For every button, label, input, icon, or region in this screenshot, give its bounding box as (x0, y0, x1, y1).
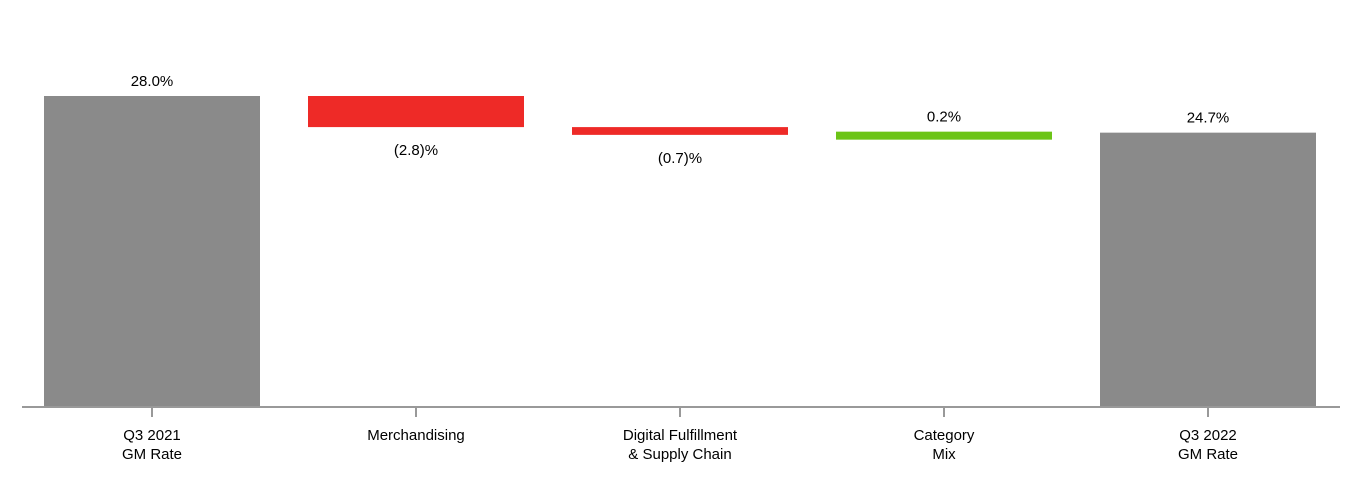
bars-layer (44, 96, 1316, 407)
x-tick-label-1-0: Merchandising (367, 427, 465, 444)
data-label-1: (2.8)% (394, 142, 438, 159)
bar-0 (44, 96, 260, 407)
labels-layer: 28.0% Q3 2021 GM Rate (2.8)% Merchandising (0… (122, 73, 1238, 463)
bar-4 (1100, 132, 1316, 407)
bar-3 (836, 131, 1052, 140)
data-label-4: 24.7% (1187, 110, 1230, 127)
x-tick-label-3-0: Category (914, 427, 975, 444)
x-tick-label-4-0: Q3 2022 (1179, 427, 1237, 444)
bar-1 (308, 96, 524, 128)
x-tick-label-2-1: & Supply Chain (628, 446, 731, 463)
data-label-3: 0.2% (927, 109, 961, 126)
data-label-2: (0.7)% (658, 150, 702, 167)
bar-2 (572, 127, 788, 135)
data-label-0: 28.0% (131, 73, 174, 90)
x-axis (22, 406, 1340, 417)
x-tick-label-4-1: GM Rate (1178, 446, 1238, 463)
x-tick-label-2-0: Digital Fulfillment (623, 427, 738, 444)
x-tick-label-0-1: GM Rate (122, 446, 182, 463)
x-tick-label-3-1: Mix (932, 446, 956, 463)
x-tick-label-0-0: Q3 2021 (123, 427, 181, 444)
